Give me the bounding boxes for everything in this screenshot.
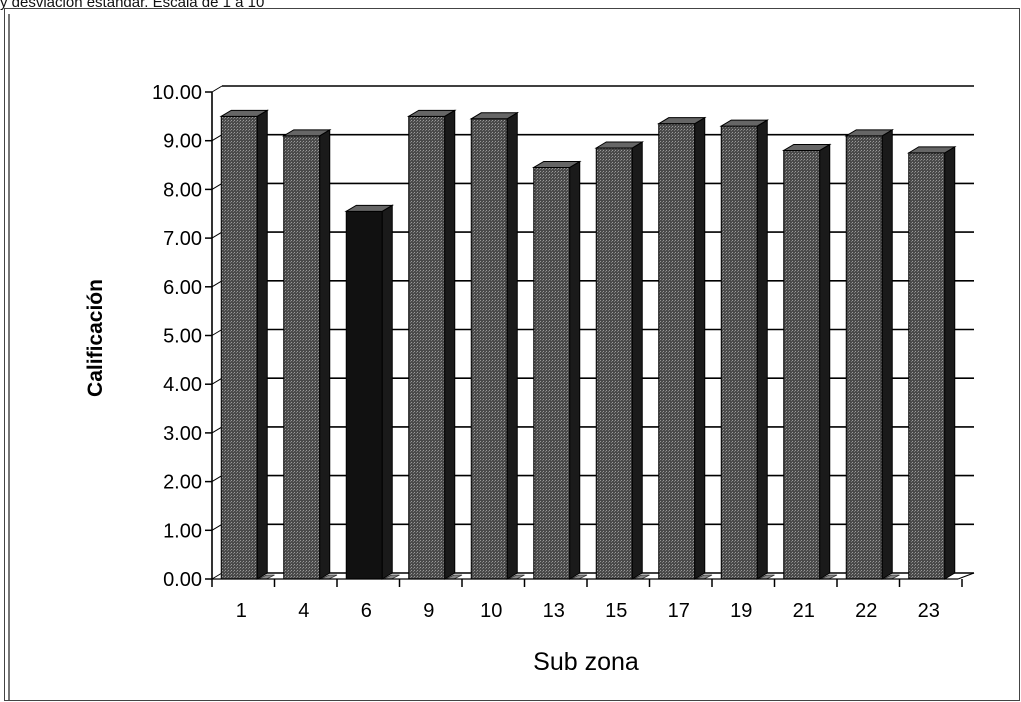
bar-top — [906, 146, 957, 154]
y-tick-label: 6.00 — [163, 277, 202, 299]
bar-side — [444, 109, 456, 580]
bar-top — [531, 160, 582, 168]
bar-top — [344, 204, 395, 212]
bar — [783, 149, 821, 580]
x-tick-label: 15 — [605, 600, 627, 622]
chart-frame — [4, 8, 1020, 701]
figure-caption: y desviación estándar. Escala de 1 a 10 — [0, 0, 265, 11]
bar-side — [256, 109, 268, 580]
bar — [283, 135, 321, 580]
x-tick-label: 1 — [236, 600, 247, 622]
floor-edge — [957, 572, 975, 580]
y-tick-label: 8.00 — [163, 179, 202, 201]
gridline-depth — [211, 523, 223, 531]
x-tick-label: 10 — [480, 600, 502, 622]
bar-side — [319, 128, 331, 580]
bar — [595, 147, 633, 580]
x-tick-label: 9 — [423, 600, 434, 622]
gridline-depth — [211, 329, 223, 336]
bar-side — [756, 119, 768, 580]
bar-side — [819, 143, 831, 580]
x-tick-label: 13 — [543, 600, 565, 622]
y-tick-label: 2.00 — [163, 472, 202, 494]
y-tick-label: 3.00 — [163, 423, 202, 445]
bar-top — [781, 143, 832, 151]
x-tick-label: 21 — [793, 600, 815, 622]
bar — [533, 166, 571, 580]
bars — [219, 109, 957, 580]
y-axis-title: Calificación — [84, 279, 107, 397]
chart-frame-inner — [8, 14, 1019, 700]
gridline-depth — [211, 231, 223, 239]
bar-side — [944, 145, 956, 580]
gridline-depth — [211, 475, 223, 483]
bar-side — [881, 128, 893, 580]
y-tick-label: 9.00 — [163, 131, 202, 153]
bar-top — [219, 109, 270, 117]
x-tick-label: 19 — [730, 600, 752, 622]
bar-side — [506, 111, 518, 580]
gridline-depth — [211, 134, 223, 142]
y-tick-label: 10.00 — [152, 82, 202, 104]
gridline-depth — [211, 280, 223, 288]
y-tick-label: 7.00 — [163, 228, 202, 250]
bar-top — [719, 119, 770, 127]
bar-side — [631, 141, 643, 580]
bar-side — [569, 160, 581, 580]
y-tick-label: 4.00 — [163, 374, 202, 396]
bar — [408, 115, 446, 580]
gridline-depth — [211, 182, 223, 190]
x-tick-label: 4 — [298, 600, 309, 622]
bar-side — [694, 116, 706, 580]
bar-side — [381, 204, 393, 580]
bar-top — [406, 109, 457, 117]
y-tick-label: 5.00 — [163, 326, 202, 348]
axes: 0.00 1.00 2.00 3.00 4.00 5.00 6.00 7.00 8.00 9.00… — [152, 82, 975, 622]
gridline-depth — [211, 426, 223, 434]
bar — [845, 135, 883, 580]
bar-top — [844, 129, 895, 137]
bar-top — [594, 141, 645, 149]
bar-top — [469, 112, 520, 120]
bar — [720, 125, 758, 580]
gridline-depth — [211, 572, 223, 580]
gridline-depth — [211, 377, 223, 385]
bar-top — [656, 117, 707, 125]
y-tick-label: 0.00 — [163, 569, 202, 591]
bar — [658, 123, 696, 580]
x-axis-title: Sub zona — [533, 648, 639, 676]
x-tick-label: 6 — [361, 600, 372, 622]
gridline-depth — [211, 85, 223, 93]
x-tick-label: 23 — [918, 600, 940, 622]
y-tick-label: 1.00 — [163, 520, 202, 542]
bar — [220, 115, 258, 580]
bar-top — [281, 129, 332, 137]
bar — [345, 210, 383, 580]
bar — [470, 118, 508, 580]
bar — [908, 152, 946, 580]
x-tick-label: 17 — [668, 600, 690, 622]
x-tick-label: 22 — [855, 600, 877, 622]
